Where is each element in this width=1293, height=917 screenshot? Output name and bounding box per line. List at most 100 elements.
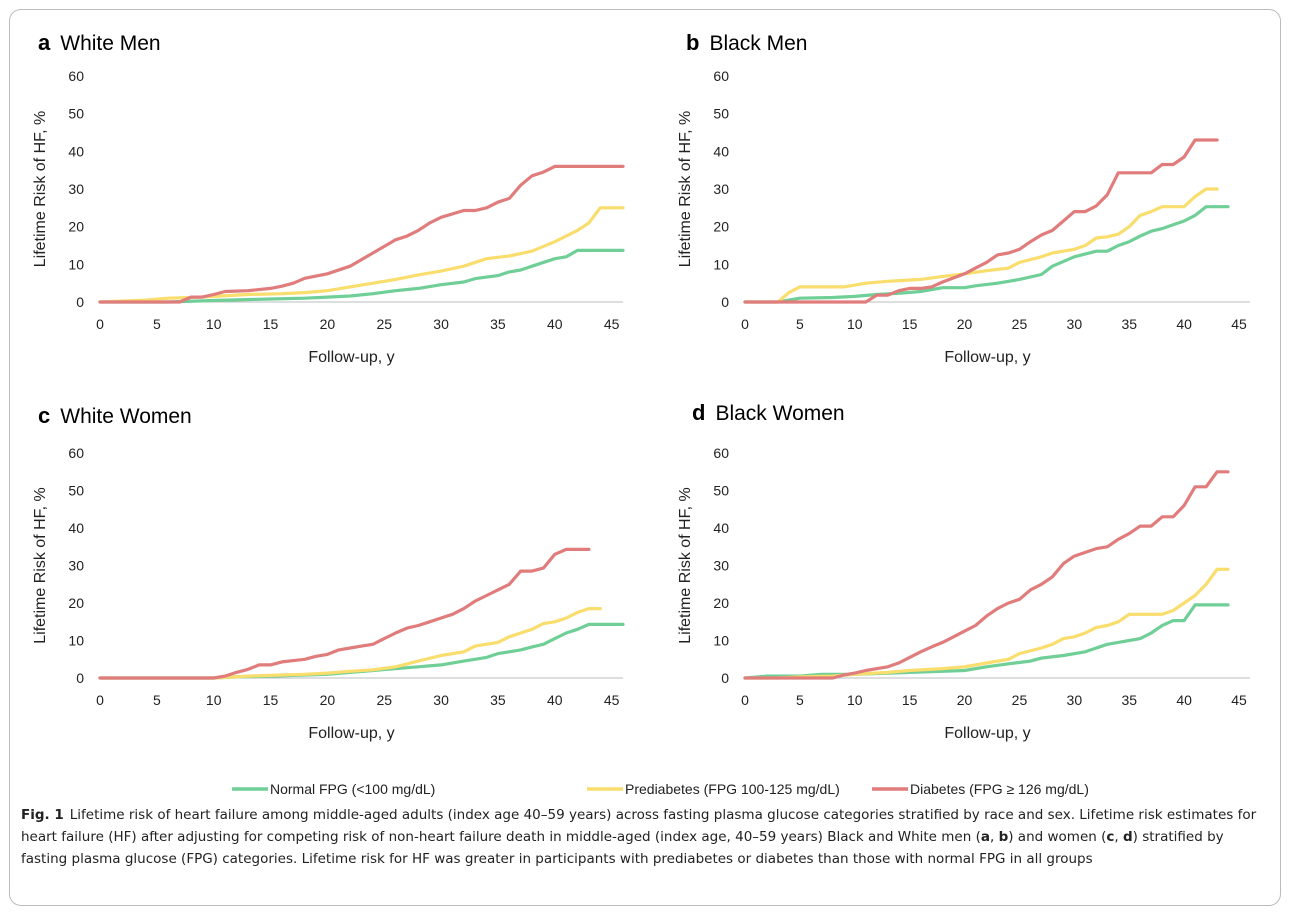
y-tick-label: 20 <box>68 595 84 611</box>
caption-tail: ) stratified by fasting plasma glucose (… <box>21 829 1224 867</box>
series-line-3 <box>743 470 1230 680</box>
y-axis-title: Lifetime Risk of HF, % <box>677 111 694 267</box>
caption-ref-a: a <box>980 829 990 845</box>
chart-panel-d: d Black Women 0 10 20 30 40 50 60 0 5 10 15 20 25 30 35 4… <box>677 400 1250 742</box>
x-tick-label: 20 <box>320 692 336 708</box>
y-tick-label: 20 <box>713 595 729 611</box>
y-tick-label: 30 <box>713 181 729 197</box>
x-tick-label: 35 <box>1121 692 1137 708</box>
panel-letter: d <box>692 400 705 425</box>
legend-label: Diabetes (FPG ≥ 126 mg/dL) <box>910 781 1089 797</box>
panel-letter: a <box>38 30 51 55</box>
x-axis-title: Follow-up, y <box>308 349 394 366</box>
legend: Normal FPG (<100 mg/dL) Prediabetes (FPG … <box>232 781 1089 797</box>
y-tick-label: 40 <box>713 520 729 536</box>
x-tick-label: 40 <box>547 316 563 332</box>
caption-sep: , <box>989 829 999 845</box>
y-axis-title: Lifetime Risk of HF, % <box>677 487 694 643</box>
x-tick-label: 45 <box>1231 316 1247 332</box>
y-tick-label: 0 <box>76 294 84 310</box>
x-tick-label: 45 <box>604 316 620 332</box>
legend-label: Normal FPG (<100 mg/dL) <box>270 781 435 797</box>
x-tick-label: 40 <box>1176 316 1192 332</box>
figure-frame <box>9 9 1281 906</box>
x-tick-label: 40 <box>547 692 563 708</box>
x-tick-label: 0 <box>96 316 104 332</box>
x-tick-label: 25 <box>1012 692 1028 708</box>
y-tick-label: 10 <box>713 633 729 649</box>
x-tick-label: 5 <box>153 316 161 332</box>
x-tick-label: 30 <box>433 316 449 332</box>
panel-letter: c <box>38 403 50 428</box>
x-tick-label: 10 <box>847 316 863 332</box>
y-tick-label: 30 <box>68 558 84 574</box>
y-tick-label: 50 <box>68 483 84 499</box>
x-tick-label: 5 <box>153 692 161 708</box>
caption-mid: ) and women ( <box>1008 829 1107 845</box>
y-tick-label: 10 <box>68 256 84 272</box>
y-tick-label: 50 <box>713 106 729 122</box>
x-tick-label: 15 <box>902 692 918 708</box>
caption-ref-b: b <box>998 829 1009 845</box>
x-tick-label: 10 <box>206 692 222 708</box>
y-tick-label: 0 <box>76 670 84 686</box>
x-tick-label: 0 <box>741 316 749 332</box>
x-tick-label: 0 <box>96 692 104 708</box>
y-tick-label: 10 <box>68 633 84 649</box>
y-tick-label: 50 <box>68 106 84 122</box>
y-tick-label: 60 <box>713 68 729 84</box>
y-axis-title: Lifetime Risk of HF, % <box>32 111 49 267</box>
x-axis-title: Follow-up, y <box>308 725 394 742</box>
figure-caption: Fig. 1 Lifetime risk of heart failure amo… <box>21 804 1271 870</box>
x-tick-label: 15 <box>902 316 918 332</box>
x-tick-label: 35 <box>490 692 506 708</box>
panel-title-text: White Women <box>60 405 192 428</box>
series-line-3 <box>743 138 1219 304</box>
y-tick-label: 20 <box>713 219 729 235</box>
y-tick-label: 0 <box>721 294 729 310</box>
caption-ref-c: c <box>1106 829 1115 845</box>
y-tick-label: 10 <box>713 256 729 272</box>
y-tick-label: 60 <box>68 68 84 84</box>
series-line-2 <box>743 187 1219 304</box>
x-tick-label: 20 <box>957 316 973 332</box>
x-tick-label: 45 <box>1231 692 1247 708</box>
y-axis-title: Lifetime Risk of HF, % <box>32 487 49 643</box>
series-line-3 <box>98 164 625 304</box>
x-tick-label: 30 <box>1067 316 1083 332</box>
x-tick-label: 10 <box>206 316 222 332</box>
series-line-1 <box>743 205 1230 304</box>
chart-panel-b: b Black Men 0 10 20 30 40 50 60 0 5 10 15 20 25 30 35 40 4… <box>677 30 1250 366</box>
chart-panel-c: c White Women 0 10 20 30 40 50 60 0 5 10 15 20 25 30 35 4… <box>32 403 625 742</box>
y-tick-label: 60 <box>68 445 84 461</box>
x-tick-label: 35 <box>490 316 506 332</box>
series-line-2 <box>98 206 625 304</box>
y-tick-label: 0 <box>721 670 729 686</box>
y-tick-label: 20 <box>68 219 84 235</box>
x-tick-label: 25 <box>1012 316 1028 332</box>
x-axis-title: Follow-up, y <box>944 349 1030 366</box>
series-line-3 <box>98 547 591 680</box>
y-tick-label: 60 <box>713 445 729 461</box>
x-tick-label: 30 <box>1067 692 1083 708</box>
x-tick-label: 40 <box>1176 692 1192 708</box>
caption-lead: Fig. 1 <box>21 807 64 823</box>
x-tick-label: 25 <box>376 692 392 708</box>
x-tick-label: 5 <box>796 692 804 708</box>
caption-ref-d: d <box>1122 829 1133 845</box>
y-tick-label: 50 <box>713 483 729 499</box>
panel-title-text: Black Women <box>715 402 844 425</box>
panel-letter: b <box>686 30 699 55</box>
chart-panel-a: a White Men 0 10 20 30 40 50 60 0 5 10 15 20 25 30 35 40 4… <box>32 30 625 366</box>
panel-title: a White Men <box>38 30 161 55</box>
x-tick-label: 30 <box>433 692 449 708</box>
panel-title: c White Women <box>38 403 192 428</box>
series-line-2 <box>98 607 602 680</box>
series-line-1 <box>98 248 625 304</box>
x-tick-label: 0 <box>741 692 749 708</box>
panel-title-text: Black Men <box>709 32 807 55</box>
x-tick-label: 25 <box>376 316 392 332</box>
panel-title: d Black Women <box>692 400 845 425</box>
panel-title: b Black Men <box>686 30 808 55</box>
